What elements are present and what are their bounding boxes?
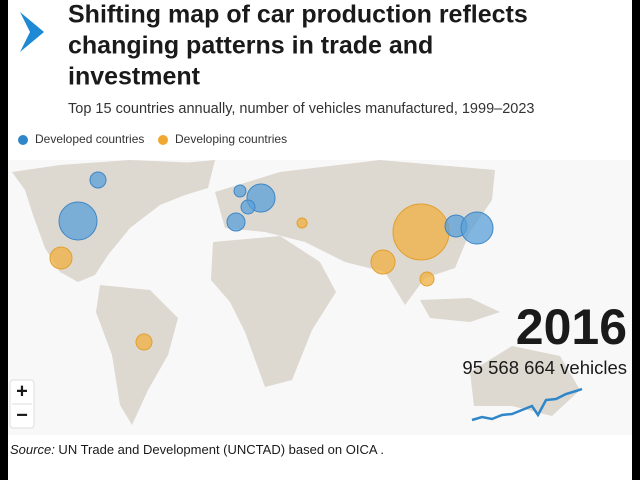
bubble — [226, 212, 246, 232]
sparkline — [471, 387, 583, 422]
bubble — [89, 171, 107, 189]
zoom-out-button[interactable]: − — [16, 404, 28, 426]
bubble — [460, 211, 494, 245]
bubble — [233, 184, 247, 198]
legend-label: Developing countries — [175, 132, 287, 146]
year-label: 2016 — [516, 299, 627, 355]
legend-label: Developed countries — [35, 132, 144, 146]
source-label: Source: — [10, 442, 55, 457]
bubble — [370, 249, 396, 275]
source-text: UN Trade and Development (UNCTAD) based … — [55, 442, 384, 457]
title-line: Shifting map of car production reflects — [68, 1, 528, 29]
bubble — [392, 203, 450, 261]
subtitle: Top 15 countries annually, number of veh… — [68, 101, 534, 117]
bubble — [49, 246, 73, 270]
production-bubbles — [49, 171, 494, 351]
source-note: Source: UN Trade and Development (UNCTAD… — [10, 442, 384, 457]
legend-swatch — [18, 135, 28, 145]
bubble — [58, 201, 98, 241]
bubble — [240, 199, 256, 215]
world-map — [12, 160, 580, 425]
logo-chevron — [20, 12, 44, 52]
bubble — [135, 333, 153, 351]
zoom-in-button[interactable]: + — [16, 380, 28, 402]
bubble — [296, 217, 308, 229]
total-label: 95 568 664 vehicles — [462, 357, 627, 378]
legend-swatch — [158, 135, 168, 145]
title-line: changing patterns in trade and — [68, 32, 433, 60]
bubble — [419, 271, 435, 287]
title-line: investment — [68, 63, 201, 91]
